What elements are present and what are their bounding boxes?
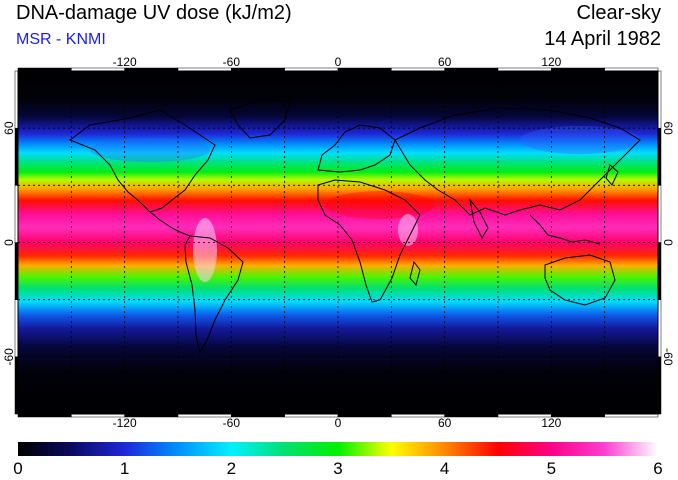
lon-label-top: -120	[113, 55, 137, 69]
coast-greenland	[229, 99, 291, 139]
colorbar-tick-label: 2	[227, 459, 236, 478]
map-title: DNA-damage UV dose (kJ/m2)	[16, 2, 292, 24]
colorbar-tick-label: 5	[547, 459, 556, 478]
graticule	[18, 71, 658, 414]
coast-south-america	[184, 235, 244, 354]
map-border	[17, 70, 659, 415]
regional-variation	[90, 126, 640, 282]
lon-label-top: 0	[335, 55, 342, 69]
colorbar-tick-label: 6	[653, 459, 662, 478]
colorbar-tick-label: 1	[120, 459, 129, 478]
colorbar-tick-label: 3	[333, 459, 342, 478]
coast-southeast-asia	[529, 214, 601, 245]
coast-north-america	[68, 109, 216, 213]
scenario-label: Clear-sky	[576, 2, 661, 24]
lon-label-top: 60	[438, 55, 452, 69]
map-subtitle: MSR - KNMI	[16, 31, 106, 48]
lon-label-top: -60	[223, 55, 241, 69]
coast-africa	[317, 179, 421, 303]
coast-europe	[317, 124, 396, 173]
coast-asia	[394, 107, 641, 216]
latitude-labels: -60 -60 0 0 60 60	[2, 121, 675, 366]
date-label: 14 April 1982	[544, 28, 661, 50]
lat-label-right: -60	[661, 348, 675, 366]
lat-label-left: 0	[2, 239, 16, 246]
coast-madagascar	[409, 260, 421, 287]
lon-label-top: 120	[541, 55, 561, 69]
coastlines	[68, 99, 641, 354]
longitude-labels: -120 -120 -60 -60 0 0 60 60 120 120	[113, 55, 562, 430]
lon-label-bottom: 60	[438, 416, 452, 430]
colorbar	[18, 442, 658, 456]
lon-label-bottom: -60	[223, 416, 241, 430]
lon-label-bottom: -120	[113, 416, 137, 430]
coast-japan	[605, 164, 619, 186]
lat-label-right: 0	[661, 239, 675, 246]
colorbar-tick-label: 0	[13, 459, 22, 478]
colorbar-labels: 0 1 2 3 4 5 6	[13, 459, 662, 478]
lat-label-right: 60	[661, 121, 675, 135]
coast-central-america	[149, 211, 191, 237]
lat-label-left: 60	[2, 121, 16, 135]
colorbar-tick-label: 4	[440, 459, 449, 478]
lon-label-bottom: 0	[335, 416, 342, 430]
lon-label-bottom: 120	[541, 416, 561, 430]
lat-label-left: -60	[2, 348, 16, 366]
coast-india	[469, 198, 489, 240]
